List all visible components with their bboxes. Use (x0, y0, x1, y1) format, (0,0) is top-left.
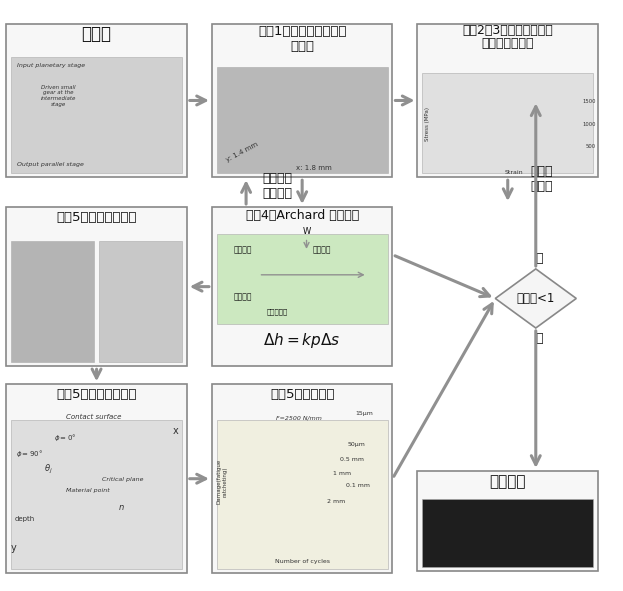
Text: 步骤1、齿轮表面微观形: 步骤1、齿轮表面微观形 (258, 25, 346, 38)
Text: 步骤5、应力应变响应: 步骤5、应力应变响应 (56, 211, 137, 224)
Text: 更新材
料参数: 更新材 料参数 (531, 165, 553, 193)
Text: Strain: Strain (505, 170, 523, 175)
FancyBboxPatch shape (11, 241, 94, 362)
FancyBboxPatch shape (417, 24, 598, 177)
Text: $\phi=90°$: $\phi=90°$ (16, 449, 44, 459)
Text: Contact surface: Contact surface (66, 414, 121, 420)
Text: n: n (119, 502, 124, 512)
Text: $\Delta h = kp\Delta s$: $\Delta h = kp\Delta s$ (264, 331, 341, 350)
Polygon shape (495, 269, 576, 328)
Text: 被磨材料: 被磨材料 (234, 292, 252, 301)
Text: 0.1 mm: 0.1 mm (346, 483, 370, 488)
Text: Damage(fatigue
ratcheting): Damage(fatigue ratcheting) (216, 459, 227, 504)
FancyBboxPatch shape (217, 67, 388, 173)
FancyBboxPatch shape (217, 234, 388, 324)
Text: 齿轮失效: 齿轮失效 (490, 474, 526, 489)
Text: y: y (11, 544, 17, 553)
Text: 被磨材料: 被磨材料 (234, 245, 252, 254)
Text: 步骤5、多轴疲劳准则: 步骤5、多轴疲劳准则 (56, 388, 137, 401)
FancyBboxPatch shape (422, 73, 593, 173)
Text: F=2500 N/mm: F=2500 N/mm (276, 416, 322, 421)
Text: 是: 是 (535, 252, 543, 265)
Text: 步骤4、Archard 磨损模型: 步骤4、Archard 磨损模型 (245, 209, 359, 222)
Text: 滑动方向: 滑动方向 (313, 245, 331, 254)
Text: y: 1.4 mm: y: 1.4 mm (226, 142, 259, 163)
Text: 2 mm: 2 mm (327, 499, 345, 504)
FancyBboxPatch shape (11, 57, 182, 173)
Text: 更新齿廓
节点坐标: 更新齿廓 节点坐标 (262, 172, 292, 200)
FancyBboxPatch shape (212, 24, 392, 177)
Text: x: x (173, 427, 179, 436)
FancyBboxPatch shape (212, 207, 392, 366)
Text: $\theta_j$: $\theta_j$ (44, 463, 53, 476)
Text: 1500: 1500 (582, 99, 596, 104)
FancyBboxPatch shape (417, 471, 598, 571)
Text: 50μm: 50μm (348, 442, 366, 447)
Text: Input planetary stage: Input planetary stage (17, 63, 85, 67)
FancyBboxPatch shape (6, 384, 187, 573)
Text: 齿轮箱: 齿轮箱 (82, 25, 112, 43)
Text: 1000: 1000 (582, 122, 596, 126)
FancyBboxPatch shape (6, 207, 187, 366)
Text: 步骤2、3，齿轮接触参数: 步骤2、3，齿轮接触参数 (462, 24, 553, 37)
Text: 步骤5、损伤累积: 步骤5、损伤累积 (270, 388, 335, 401)
Text: x: 1.8 mm: x: 1.8 mm (296, 165, 331, 171)
Text: Output parallel stage: Output parallel stage (17, 162, 84, 167)
Text: Critical plane: Critical plane (102, 478, 144, 482)
Text: depth: depth (15, 516, 36, 522)
Text: 貌测量: 貌测量 (290, 40, 314, 53)
FancyBboxPatch shape (422, 499, 593, 567)
Text: 1 mm: 1 mm (333, 472, 351, 476)
Text: W: W (302, 227, 311, 236)
Text: 否: 否 (535, 332, 543, 345)
Text: 损伤量<1: 损伤量<1 (516, 292, 555, 305)
Text: Driven small
gear at the
intermediate
stage: Driven small gear at the intermediate st… (40, 85, 76, 107)
Text: $\phi=0°$: $\phi=0°$ (54, 432, 77, 443)
FancyBboxPatch shape (217, 420, 388, 569)
Text: 500: 500 (586, 144, 596, 149)
Text: Number of cycles: Number of cycles (275, 559, 330, 564)
FancyBboxPatch shape (212, 384, 392, 573)
Text: 0.5 mm: 0.5 mm (340, 457, 364, 462)
FancyBboxPatch shape (99, 241, 182, 362)
Text: Material point: Material point (66, 488, 110, 493)
FancyBboxPatch shape (6, 24, 187, 177)
Text: 粘着点形成: 粘着点形成 (267, 309, 288, 316)
FancyBboxPatch shape (11, 420, 182, 569)
Text: Stress (MPa): Stress (MPa) (425, 107, 430, 141)
Text: 15μm: 15μm (355, 411, 373, 416)
Text: 与材料本构关系: 与材料本构关系 (482, 37, 534, 50)
